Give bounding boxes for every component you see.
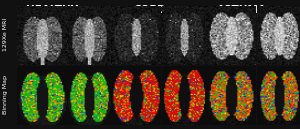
Text: ASTHMA: ASTHMA	[217, 5, 266, 15]
Text: Binning Map: Binning Map	[3, 75, 8, 114]
Text: COPD: COPD	[134, 5, 166, 15]
Text: HEALTHY: HEALTHY	[26, 5, 79, 15]
Text: 129Xe MRI: 129Xe MRI	[3, 18, 8, 51]
